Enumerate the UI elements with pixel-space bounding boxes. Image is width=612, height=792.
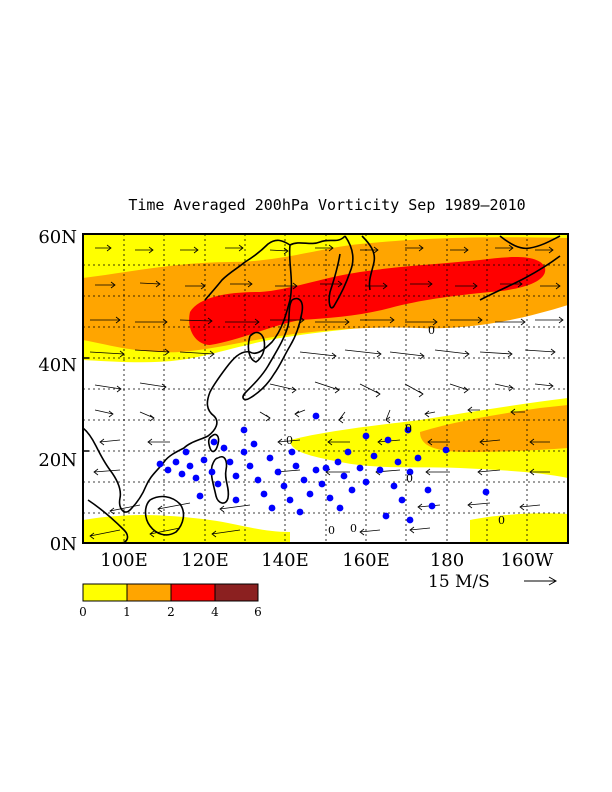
lon-label-100e: 100E xyxy=(100,550,148,571)
tick-marks xyxy=(83,233,89,544)
contour-label: 0 xyxy=(328,524,335,537)
colorbar-label: 2 xyxy=(167,605,175,619)
colorbar-swatch-3 xyxy=(214,583,259,602)
contour-label: 0 xyxy=(350,522,357,535)
contour-label: 0 xyxy=(405,422,412,435)
japan-coastline xyxy=(242,297,304,401)
colorbar: 0 1 2 4 6 xyxy=(79,583,262,619)
colorbar-swatch-0 xyxy=(82,583,128,602)
tc-genesis-points xyxy=(156,412,490,524)
lon-label-140e: 140E xyxy=(261,550,309,571)
lat-label-40n: 40N xyxy=(38,355,77,376)
lon-label-120e: 120E xyxy=(181,550,229,571)
map-frame xyxy=(82,233,569,544)
lon-label-160e: 160E xyxy=(342,550,390,571)
lon-label-160w: 160W xyxy=(501,550,554,571)
contour-label: 0 xyxy=(286,434,293,447)
colorbar-label: 6 xyxy=(254,605,262,619)
colorbar-swatch-2 xyxy=(170,583,216,602)
alaska-coastline xyxy=(479,235,561,301)
lat-label-0n: 0N xyxy=(50,534,77,555)
vector-reference-label: 15 M/S xyxy=(428,572,490,592)
colorbar-label: 4 xyxy=(211,605,219,619)
korea-coastline xyxy=(247,331,266,363)
philippines-coastline xyxy=(210,455,230,504)
contour-label: 0 xyxy=(406,472,413,485)
lat-label-20n: 20N xyxy=(38,450,77,471)
vorticity-band-0-1-equator-east xyxy=(470,513,568,543)
asia-coastline xyxy=(83,235,346,513)
vorticity-band-1-2-south xyxy=(420,405,568,452)
borneo-coastline xyxy=(144,495,185,536)
lat-label-60n: 60N xyxy=(38,227,77,248)
wind-vectors xyxy=(89,244,564,540)
colorbar-swatch-1 xyxy=(126,583,172,602)
kamchatka-coastline xyxy=(328,235,376,309)
colorbar-label: 1 xyxy=(123,605,131,619)
sumatra-coastline xyxy=(87,499,129,543)
vorticity-band-0-1-equator xyxy=(83,515,290,543)
lon-label-180: 180 xyxy=(430,550,464,571)
contour-label: 0 xyxy=(428,324,435,337)
right-arrow-icon xyxy=(524,576,558,586)
contour-labels: 0 0 0 0 0 0 0 xyxy=(286,324,505,537)
plot-area: 0 0 0 0 0 0 0 xyxy=(83,234,568,543)
colorbar-label: 0 xyxy=(79,605,87,619)
vorticity-band-2-4-north xyxy=(189,257,546,345)
contour-label: 0 xyxy=(498,514,505,527)
coastlines xyxy=(83,235,561,543)
taiwan-coastline xyxy=(207,433,220,453)
map-title: Time Averaged 200hPa Vorticity Sep 1989–… xyxy=(128,196,525,214)
